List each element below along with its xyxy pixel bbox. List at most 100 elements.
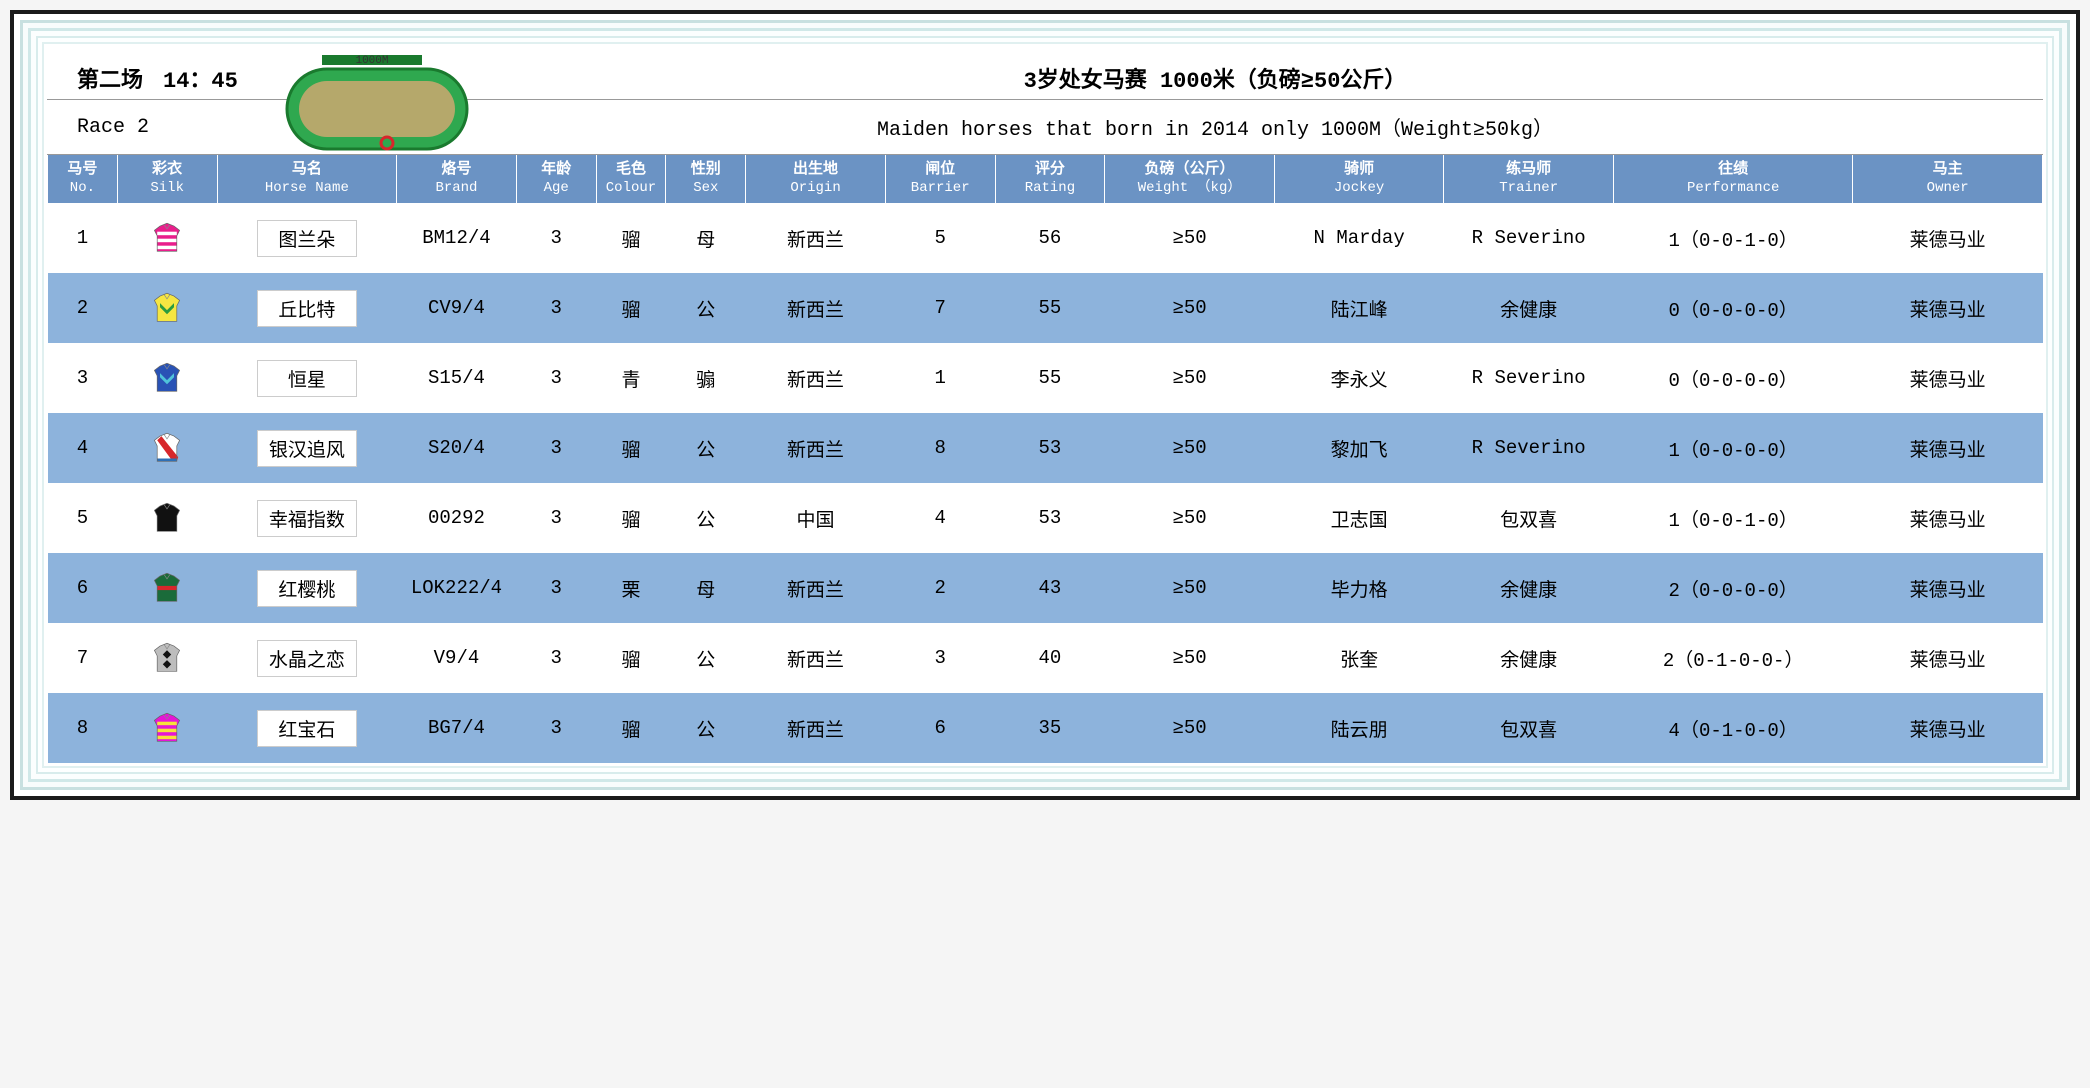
cell-owner: 莱德马业: [1853, 623, 2043, 693]
cell-barrier: 7: [885, 273, 995, 343]
cell-no: 7: [48, 623, 118, 693]
cell-jockey: 陆江峰: [1274, 273, 1444, 343]
cell-barrier: 3: [885, 623, 995, 693]
cell-barrier: 1: [885, 343, 995, 413]
cell-rating: 35: [995, 693, 1105, 763]
table-row: 4银汉追风S20/43骝公新西兰853≥50黎加飞R Severino1（0-0…: [48, 413, 2043, 483]
cell-sex: 公: [666, 693, 746, 763]
cell-owner: 莱德马业: [1853, 273, 2043, 343]
cell-barrier: 6: [885, 693, 995, 763]
cell-weight: ≥50: [1105, 413, 1275, 483]
cell-age: 3: [516, 483, 596, 553]
column-header: 年龄Age: [516, 155, 596, 203]
cell-sex: 骟: [666, 343, 746, 413]
race-time: 14：45: [163, 62, 238, 94]
cell-barrier: 2: [885, 553, 995, 623]
cell-performance: 1（0-0-1-0）: [1613, 483, 1852, 553]
cell-performance: 2（0-1-0-0-）: [1613, 623, 1852, 693]
cell-silk: [117, 343, 217, 413]
cell-colour: 骝: [596, 273, 666, 343]
cell-trainer: 包双喜: [1444, 693, 1614, 763]
cell-colour: 骝: [596, 693, 666, 763]
cell-trainer: R Severino: [1444, 203, 1614, 273]
cell-silk: [117, 623, 217, 693]
race-title-cn: 3岁处女马赛 1000米（负磅≥50公斤）: [417, 62, 2013, 94]
cell-no: 1: [48, 203, 118, 273]
table-row: 2丘比特CV9/43骝公新西兰755≥50陆江峰余健康0（0-0-0-0）莱德马…: [48, 273, 2043, 343]
column-header: 彩衣Silk: [117, 155, 217, 203]
cell-colour: 骝: [596, 203, 666, 273]
track-diagram: 1000M: [267, 49, 487, 159]
cell-colour: 青: [596, 343, 666, 413]
cell-sex: 母: [666, 553, 746, 623]
cell-rating: 56: [995, 203, 1105, 273]
frame-border: 第二场 14：45 1000M 3岁处女马赛 1000米（负磅≥50公斤） Ra…: [28, 28, 2062, 782]
race-label-cn: 第二场: [77, 62, 143, 94]
column-header: 烙号Brand: [397, 155, 517, 203]
cell-age: 3: [516, 273, 596, 343]
cell-weight: ≥50: [1105, 203, 1275, 273]
cell-rating: 43: [995, 553, 1105, 623]
table-row: 7水晶之恋V9/43骝公新西兰340≥50张奎余健康2（0-1-0-0-）莱德马…: [48, 623, 2043, 693]
cell-jockey: N Marday: [1274, 203, 1444, 273]
race-table: 马号No.彩衣Silk马名Horse Name烙号Brand年龄Age毛色Col…: [47, 155, 2043, 763]
cell-horse-name: 丘比特: [217, 273, 397, 343]
column-header: 负磅（公斤）Weight （kg）: [1105, 155, 1275, 203]
cell-origin: 中国: [746, 483, 886, 553]
cell-jockey: 毕力格: [1274, 553, 1444, 623]
cell-colour: 骝: [596, 413, 666, 483]
table-row: 1图兰朵BM12/43骝母新西兰556≥50N MardayR Severino…: [48, 203, 2043, 273]
header-row-cn: 第二场 14：45 1000M 3岁处女马赛 1000米（负磅≥50公斤）: [47, 57, 2043, 100]
cell-owner: 莱德马业: [1853, 693, 2043, 763]
cell-no: 4: [48, 413, 118, 483]
cell-owner: 莱德马业: [1853, 483, 2043, 553]
cell-weight: ≥50: [1105, 273, 1275, 343]
cell-performance: 0（0-0-0-0）: [1613, 273, 1852, 343]
cell-rating: 53: [995, 483, 1105, 553]
cell-no: 2: [48, 273, 118, 343]
column-header: 马名Horse Name: [217, 155, 397, 203]
cell-barrier: 5: [885, 203, 995, 273]
cell-horse-name: 幸福指数: [217, 483, 397, 553]
cell-weight: ≥50: [1105, 553, 1275, 623]
column-header: 马主Owner: [1853, 155, 2043, 203]
track-distance-label: 1000M: [355, 55, 388, 67]
cell-brand: CV9/4: [397, 273, 517, 343]
cell-rating: 53: [995, 413, 1105, 483]
cell-brand: BG7/4: [397, 693, 517, 763]
cell-owner: 莱德马业: [1853, 553, 2043, 623]
cell-age: 3: [516, 203, 596, 273]
cell-performance: 1（0-0-1-0）: [1613, 203, 1852, 273]
cell-jockey: 张奎: [1274, 623, 1444, 693]
cell-performance: 2（0-0-0-0）: [1613, 553, 1852, 623]
cell-origin: 新西兰: [746, 623, 886, 693]
cell-owner: 莱德马业: [1853, 413, 2043, 483]
cell-jockey: 卫志国: [1274, 483, 1444, 553]
cell-silk: [117, 553, 217, 623]
cell-silk: [117, 483, 217, 553]
cell-origin: 新西兰: [746, 203, 886, 273]
cell-jockey: 黎加飞: [1274, 413, 1444, 483]
race-title-en: Maiden horses that born in 2014 only 100…: [417, 112, 2013, 142]
cell-rating: 55: [995, 273, 1105, 343]
cell-trainer: 余健康: [1444, 273, 1614, 343]
frame-border: 第二场 14：45 1000M 3岁处女马赛 1000米（负磅≥50公斤） Ra…: [20, 20, 2070, 790]
cell-colour: 栗: [596, 553, 666, 623]
cell-silk: [117, 203, 217, 273]
cell-weight: ≥50: [1105, 343, 1275, 413]
content-area: 第二场 14：45 1000M 3岁处女马赛 1000米（负磅≥50公斤） Ra…: [47, 47, 2043, 763]
cell-silk: [117, 413, 217, 483]
cell-trainer: 余健康: [1444, 553, 1614, 623]
cell-origin: 新西兰: [746, 553, 886, 623]
cell-performance: 1（0-0-0-0）: [1613, 413, 1852, 483]
cell-no: 3: [48, 343, 118, 413]
cell-barrier: 8: [885, 413, 995, 483]
cell-no: 6: [48, 553, 118, 623]
cell-origin: 新西兰: [746, 413, 886, 483]
cell-age: 3: [516, 413, 596, 483]
cell-sex: 公: [666, 623, 746, 693]
cell-brand: S15/4: [397, 343, 517, 413]
cell-sex: 母: [666, 203, 746, 273]
cell-brand: LOK222/4: [397, 553, 517, 623]
column-header: 马号No.: [48, 155, 118, 203]
